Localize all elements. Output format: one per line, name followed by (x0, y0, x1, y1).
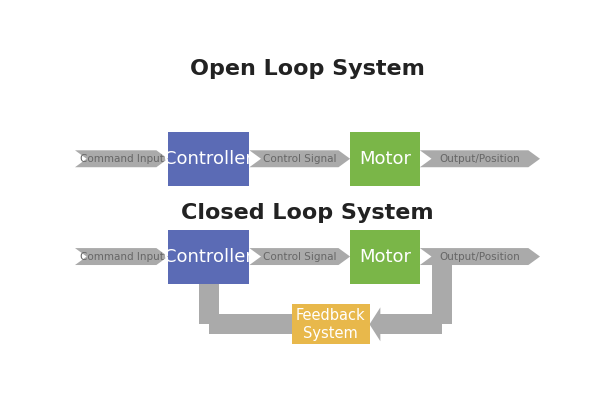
Text: Motor: Motor (359, 150, 411, 168)
Text: Output/Position: Output/Position (440, 154, 520, 164)
Text: Controller: Controller (164, 247, 253, 266)
Polygon shape (75, 150, 168, 167)
Text: Control Signal: Control Signal (263, 251, 337, 262)
Text: Closed Loop System: Closed Loop System (181, 203, 434, 223)
Polygon shape (191, 273, 226, 284)
FancyBboxPatch shape (168, 132, 250, 186)
Text: Feedback
System: Feedback System (296, 308, 365, 340)
Polygon shape (250, 248, 350, 265)
Polygon shape (431, 257, 452, 324)
FancyBboxPatch shape (350, 229, 420, 284)
Text: Control Signal: Control Signal (263, 154, 337, 164)
Text: Output/Position: Output/Position (440, 251, 520, 262)
Polygon shape (250, 150, 350, 167)
FancyBboxPatch shape (292, 304, 370, 344)
Polygon shape (380, 314, 442, 334)
Text: Command Input: Command Input (80, 154, 163, 164)
Polygon shape (420, 248, 540, 265)
Text: Motor: Motor (359, 247, 411, 266)
Polygon shape (209, 314, 292, 334)
Text: Controller: Controller (164, 150, 253, 168)
Text: Open Loop System: Open Loop System (190, 59, 425, 79)
Polygon shape (420, 150, 540, 167)
FancyBboxPatch shape (350, 132, 420, 186)
Polygon shape (370, 307, 380, 341)
FancyBboxPatch shape (168, 229, 250, 284)
Polygon shape (199, 273, 219, 324)
Text: Command Input: Command Input (80, 251, 163, 262)
Polygon shape (75, 248, 168, 265)
